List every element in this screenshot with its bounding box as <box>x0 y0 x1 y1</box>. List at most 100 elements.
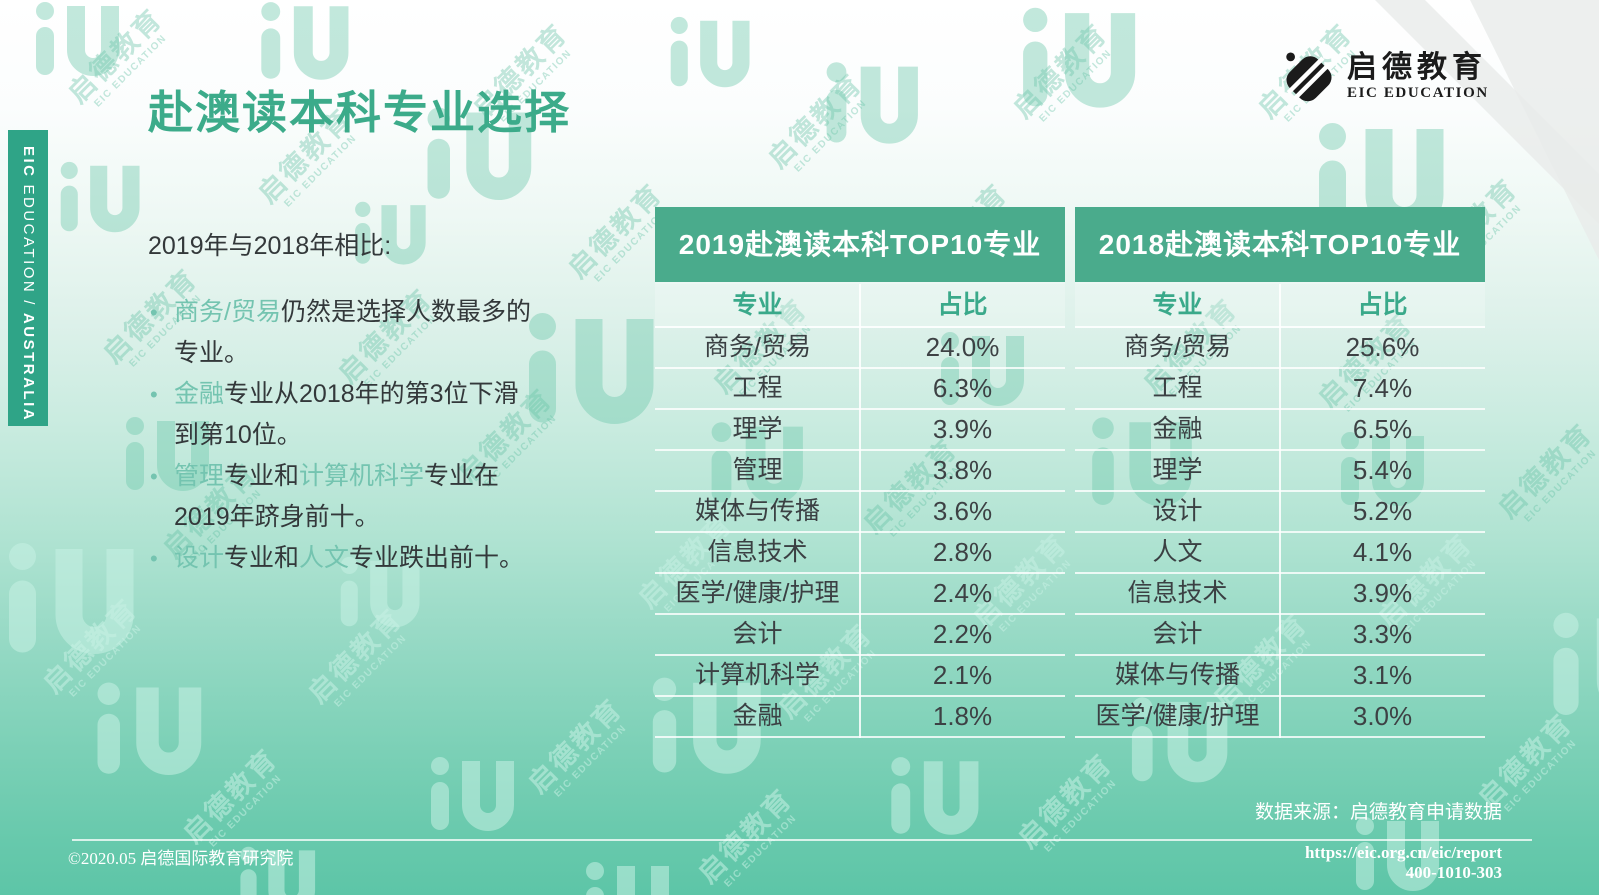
cell-share: 25.6% <box>1345 332 1420 362</box>
eic-watermark-logo-icon <box>820 60 930 155</box>
cell-share: 3.6% <box>932 496 993 526</box>
col-header-share: 占比 <box>1357 291 1408 319</box>
watermark-text-cn: 启德教育 <box>177 742 284 849</box>
watermark-text-en: EIC EDUCATION <box>1502 737 1579 815</box>
bullet-dot-icon: • <box>150 546 158 571</box>
sidebar-separator: / <box>20 300 37 307</box>
cell-share: 5.4% <box>1352 455 1413 485</box>
page-title: 赴澳读本科专业选择 <box>148 87 572 138</box>
col-header-share: 占比 <box>937 291 988 319</box>
bullet-dot-icon: • <box>150 382 158 407</box>
cell-major: 商务/贸易 <box>1124 333 1231 361</box>
cell-major: 金融 <box>732 702 783 730</box>
brand-logo-text: 启德教育 EIC EDUCATION <box>1347 52 1489 102</box>
eic-watermark-logo-icon <box>0 540 150 669</box>
bullet-segment: 管理 <box>174 462 225 490</box>
bullet-segment: 专业和 <box>224 544 300 572</box>
cell-share: 3.3% <box>1352 619 1413 649</box>
bullet-item: • 商务/贸易仍然是选择人数最多的专业。 <box>148 292 532 374</box>
bullet-segment: 专业从2018年的第3位下滑到第10位。 <box>174 380 519 449</box>
watermark-text-cn: 启德教育 <box>302 602 409 709</box>
cell-share: 24.0% <box>925 332 1000 362</box>
bullet-item: • 设计专业和人文专业跌出前十。 <box>148 538 532 579</box>
col-header-major: 专业 <box>732 291 783 319</box>
footer-url: https://eic.org.cn/eic/report <box>1304 843 1502 862</box>
table-2019: 2019赴澳读本科TOP10专业 专业 占比 商务/贸易 24.0% 工程 6.… <box>655 207 1065 738</box>
cell-share: 6.5% <box>1352 414 1413 444</box>
bullet-item: • 金融专业从2018年的第3位下滑到第10位。 <box>148 374 532 456</box>
cell-share: 7.4% <box>1352 373 1413 403</box>
cell-major: 会计 <box>732 620 783 648</box>
watermark-text-en: EIC EDUCATION <box>552 722 629 800</box>
bullet-segment: 设计 <box>174 544 225 572</box>
bullet-segment: 专业和 <box>224 462 300 490</box>
eic-watermark-logo-icon <box>885 755 990 845</box>
bullet-segment: 专业在2019年跻身前十。 <box>174 462 500 531</box>
cell-major: 计算机科学 <box>694 661 820 689</box>
sidebar-org-abbr: EIC <box>20 146 37 179</box>
footer-copyright: ©2020.05 启德国际教育研究院 <box>68 849 294 868</box>
table-2018: 2018赴澳读本科TOP10专业 专业 占比 商务/贸易 25.6% 工程 7.… <box>1075 207 1485 738</box>
eic-watermark-logo-icon <box>1015 5 1150 121</box>
watermark-text-cn: 启德教育 <box>37 592 144 699</box>
eic-watermark-logo-icon <box>425 755 525 841</box>
cell-major: 工程 <box>1152 374 1203 402</box>
footer-divider <box>72 839 1532 841</box>
brand-name-en: EIC EDUCATION <box>1347 85 1489 101</box>
cell-major: 医学/健康/护理 <box>675 579 840 607</box>
bullet-segment: 人文 <box>299 544 350 572</box>
bullet-segment: 金融 <box>174 380 225 408</box>
corner-swoosh-decoration <box>1330 0 1599 560</box>
watermark-text-cn: 启德教育 <box>1007 17 1114 124</box>
eic-watermark-logo-icon <box>580 860 680 895</box>
cell-share: 3.1% <box>1352 660 1413 690</box>
watermark-text-en: EIC EDUCATION <box>792 97 869 175</box>
eic-watermark-logo-icon <box>1545 610 1599 730</box>
data-source-note: 数据来源：启德教育申请数据 <box>1254 802 1502 823</box>
table-2018-title: 2018赴澳读本科TOP10专业 <box>1075 207 1485 284</box>
cell-share: 2.2% <box>932 619 993 649</box>
eic-watermark-logo-icon <box>55 160 150 242</box>
eic-logo-icon <box>1286 52 1332 102</box>
cell-major: 信息技术 <box>707 538 808 566</box>
cell-share: 3.8% <box>932 455 993 485</box>
cell-major: 设计 <box>1152 497 1203 525</box>
cell-major: 信息技术 <box>1127 579 1228 607</box>
table-row: 商务/贸易 24.0% <box>655 328 1065 369</box>
tables-region: 2019赴澳读本科TOP10专业 专业 占比 商务/贸易 24.0% 工程 6.… <box>655 207 1485 738</box>
sidebar-tab: EIC EDUCATION / AUSTRALIA <box>8 130 48 426</box>
cell-major: 人文 <box>1152 538 1203 566</box>
cell-share: 2.4% <box>932 578 993 608</box>
cell-major: 工程 <box>732 374 783 402</box>
watermark-text-en: EIC EDUCATION <box>1037 47 1114 125</box>
footer-phone: 400-1010-303 <box>1405 863 1502 882</box>
cell-major: 理学 <box>732 415 783 443</box>
bullet-dot-icon: • <box>150 300 158 325</box>
cell-share: 3.0% <box>1352 701 1413 731</box>
column-divider <box>1279 284 1281 738</box>
cell-share: 1.8% <box>932 701 993 731</box>
commentary-heading: 2019年与2018年相比: <box>148 232 392 260</box>
cell-share: 3.9% <box>932 414 993 444</box>
eic-watermark-logo-icon <box>90 680 215 788</box>
bullet-segment: 仍然是选择人数最多的专业。 <box>174 298 531 367</box>
table-2019-title: 2019赴澳读本科TOP10专业 <box>655 207 1065 284</box>
cell-major: 金融 <box>1152 415 1203 443</box>
bullet-segment: 商务/贸易 <box>174 298 281 326</box>
watermark-text-cn: 启德教育 <box>522 692 629 799</box>
col-header-major: 专业 <box>1152 291 1203 319</box>
watermark-text-cn: 启德教育 <box>762 67 869 174</box>
bullet-segment: 专业跌出前十。 <box>349 544 525 572</box>
watermark-text-en: EIC EDUCATION <box>722 812 799 890</box>
bullet-item: • 管理专业和计算机科学专业在2019年跻身前十。 <box>148 456 532 538</box>
column-divider <box>859 284 861 738</box>
cell-major: 理学 <box>1152 456 1203 484</box>
eic-watermark-logo-icon <box>665 15 760 97</box>
cell-share: 2.8% <box>932 537 993 567</box>
bullet-segment: 计算机科学 <box>299 462 425 490</box>
cell-share: 3.9% <box>1352 578 1413 608</box>
